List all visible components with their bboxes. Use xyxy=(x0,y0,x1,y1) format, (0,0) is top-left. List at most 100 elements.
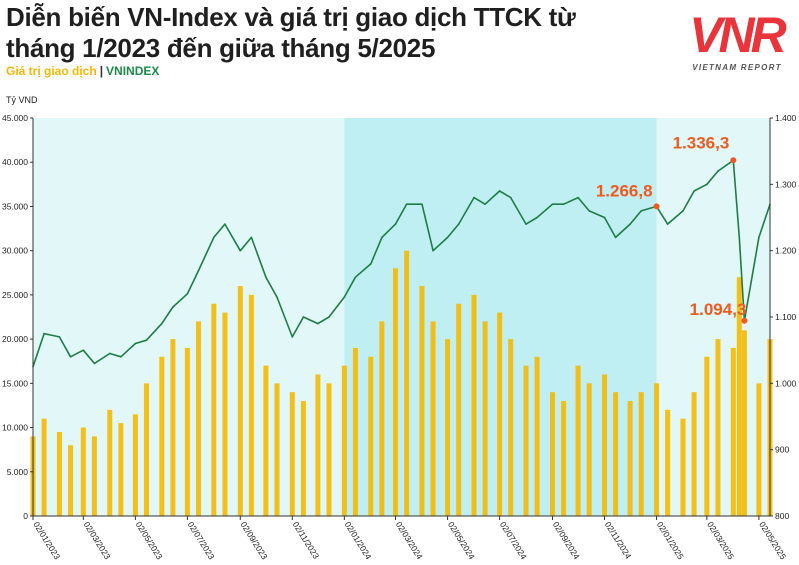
vnindex-point xyxy=(525,223,527,225)
value-bar xyxy=(352,347,358,516)
value-bar xyxy=(143,383,149,516)
value-bar xyxy=(393,268,399,516)
vnindex-point xyxy=(172,306,174,308)
value-bar xyxy=(56,431,62,516)
x-tick-label: 02/01/2024 xyxy=(343,520,374,562)
value-bar xyxy=(211,303,217,516)
legend-value-label: Giá trị giao dịch xyxy=(6,64,97,78)
x-tick-label: 02/03/2024 xyxy=(394,520,425,562)
x-tick-label: 02/01/2023 xyxy=(31,520,62,562)
vnindex-point xyxy=(250,236,253,239)
value-bar xyxy=(654,383,660,516)
value-bar xyxy=(379,321,385,516)
vnindex-point xyxy=(134,342,137,345)
value-bar xyxy=(627,401,633,516)
value-bar xyxy=(704,356,710,516)
vnindex-point xyxy=(666,223,669,225)
annotation-marker xyxy=(730,157,737,164)
value-bar xyxy=(456,303,462,516)
vnindex-point xyxy=(706,183,708,186)
vietnam-report-logo: VNR xyxy=(689,7,790,63)
value-bar xyxy=(159,356,165,516)
vnindex-point xyxy=(498,190,501,192)
legend-index-label: VNINDEX xyxy=(106,64,160,78)
legend-separator: | xyxy=(99,64,104,78)
value-bar xyxy=(419,286,425,516)
vnindex-point xyxy=(682,210,684,212)
value-bar xyxy=(471,294,477,516)
vnindex-point xyxy=(69,356,72,358)
vnindex-point xyxy=(446,236,449,239)
vnindex-point xyxy=(577,196,579,199)
value-bar xyxy=(80,427,86,516)
value-bar xyxy=(368,356,374,516)
bar-series-layer xyxy=(30,250,773,516)
vnindex-point xyxy=(186,292,189,295)
y-left-tick-label: 10.000 xyxy=(2,423,28,433)
vnindex-point xyxy=(328,316,330,318)
vnindex-point xyxy=(588,210,590,212)
vnindex-point xyxy=(421,203,423,206)
value-bar xyxy=(315,374,321,516)
y-left-tick-label: 25.000 xyxy=(2,290,28,300)
value-bar xyxy=(184,347,190,516)
vnindex-point xyxy=(551,203,554,206)
value-bar xyxy=(756,383,762,516)
x-tick-label: 02/05/2025 xyxy=(757,520,788,562)
y-left-tick-label: 15.000 xyxy=(2,378,28,388)
y-right-tick-label: 1.300 xyxy=(775,179,797,189)
annotation-marker xyxy=(653,203,660,210)
value-bar xyxy=(665,409,671,516)
y-left-tick-label: 0 xyxy=(23,511,28,521)
vnindex-point xyxy=(354,276,357,279)
x-tick-label: 02/07/2024 xyxy=(498,520,529,562)
x-tick-label: 02/09/2024 xyxy=(551,520,582,562)
value-bar xyxy=(575,365,581,516)
vnindex-point xyxy=(82,349,85,351)
value-bar xyxy=(237,286,243,516)
y-left-tick-label: 5.000 xyxy=(7,467,29,477)
vnindex-point xyxy=(291,336,294,338)
value-bar xyxy=(691,392,697,516)
value-bar xyxy=(445,339,451,516)
vnindex-point xyxy=(603,216,606,219)
value-bar xyxy=(107,409,113,516)
vnindex-point xyxy=(562,203,565,206)
vnindex-point xyxy=(394,223,397,225)
vnindex-point xyxy=(369,263,372,265)
vnindex-point xyxy=(197,269,200,272)
x-tick-label: 02/05/2023 xyxy=(134,520,165,562)
value-bar xyxy=(289,392,295,516)
y-right-tick-label: 1.000 xyxy=(775,378,797,388)
vnindex-point xyxy=(276,296,278,298)
vnindex-point xyxy=(120,356,122,358)
y-left-tick-label: 35.000 xyxy=(2,201,28,211)
vnindex-point xyxy=(265,276,267,279)
value-bar xyxy=(118,423,124,516)
y-right-tick-label: 1.100 xyxy=(775,312,797,322)
vnindex-point xyxy=(43,332,45,335)
vnindex-point xyxy=(58,336,61,338)
annotation-label: 1.094,3 xyxy=(690,300,747,319)
vnindex-point xyxy=(693,190,695,192)
vnindex-point xyxy=(473,196,475,199)
vnindex-point xyxy=(484,203,486,206)
logo-subtitle: VIETNAM REPORT xyxy=(692,63,782,72)
value-bar xyxy=(523,365,529,516)
x-tick-label: 02/09/2023 xyxy=(239,520,270,562)
y-left-tick-label: 40.000 xyxy=(2,157,28,167)
annotation-label: 1.336,3 xyxy=(673,133,730,152)
vnindex-point xyxy=(738,236,741,239)
value-bar xyxy=(274,383,280,516)
value-bar xyxy=(170,339,176,516)
chart-background xyxy=(33,118,770,516)
vnindex-point xyxy=(758,236,760,239)
value-bar xyxy=(602,374,608,516)
x-tick-label: 02/03/2025 xyxy=(705,520,736,562)
vnindex-point xyxy=(629,223,631,225)
x-tick-label: 02/01/2025 xyxy=(655,520,686,562)
legend: Giá trị giao dịch | VNINDEX xyxy=(6,64,159,78)
logo-mark: VNR xyxy=(689,7,786,63)
vnindex-point xyxy=(93,362,96,365)
value-bar xyxy=(549,392,555,516)
